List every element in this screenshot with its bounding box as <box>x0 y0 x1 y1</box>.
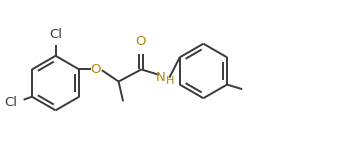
Text: Cl: Cl <box>4 96 17 109</box>
Text: H: H <box>166 76 175 86</box>
Text: O: O <box>136 35 146 48</box>
Text: Cl: Cl <box>49 28 62 41</box>
Text: N: N <box>156 71 166 84</box>
Text: O: O <box>91 63 101 76</box>
